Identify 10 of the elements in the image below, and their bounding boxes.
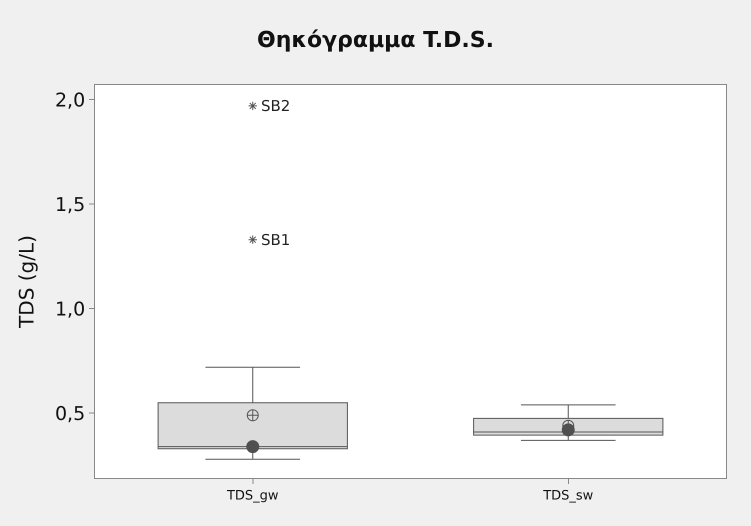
y-tick-label: 1,0 <box>54 298 86 320</box>
y-tick-label: 0,5 <box>54 402 86 425</box>
x-tick-label: TDS_gw <box>226 488 279 504</box>
y-axis-title: TDS (g/L) <box>14 235 38 329</box>
chart-title: Θηκόγραμμα T.D.S. <box>257 28 494 53</box>
y-tick-label: 2,0 <box>54 89 86 112</box>
annotation: SB2 <box>261 97 290 115</box>
annotation: SB1 <box>261 231 290 249</box>
y-tick-label: 1,5 <box>54 194 86 216</box>
x-tick-label: TDS_sw <box>542 488 594 504</box>
